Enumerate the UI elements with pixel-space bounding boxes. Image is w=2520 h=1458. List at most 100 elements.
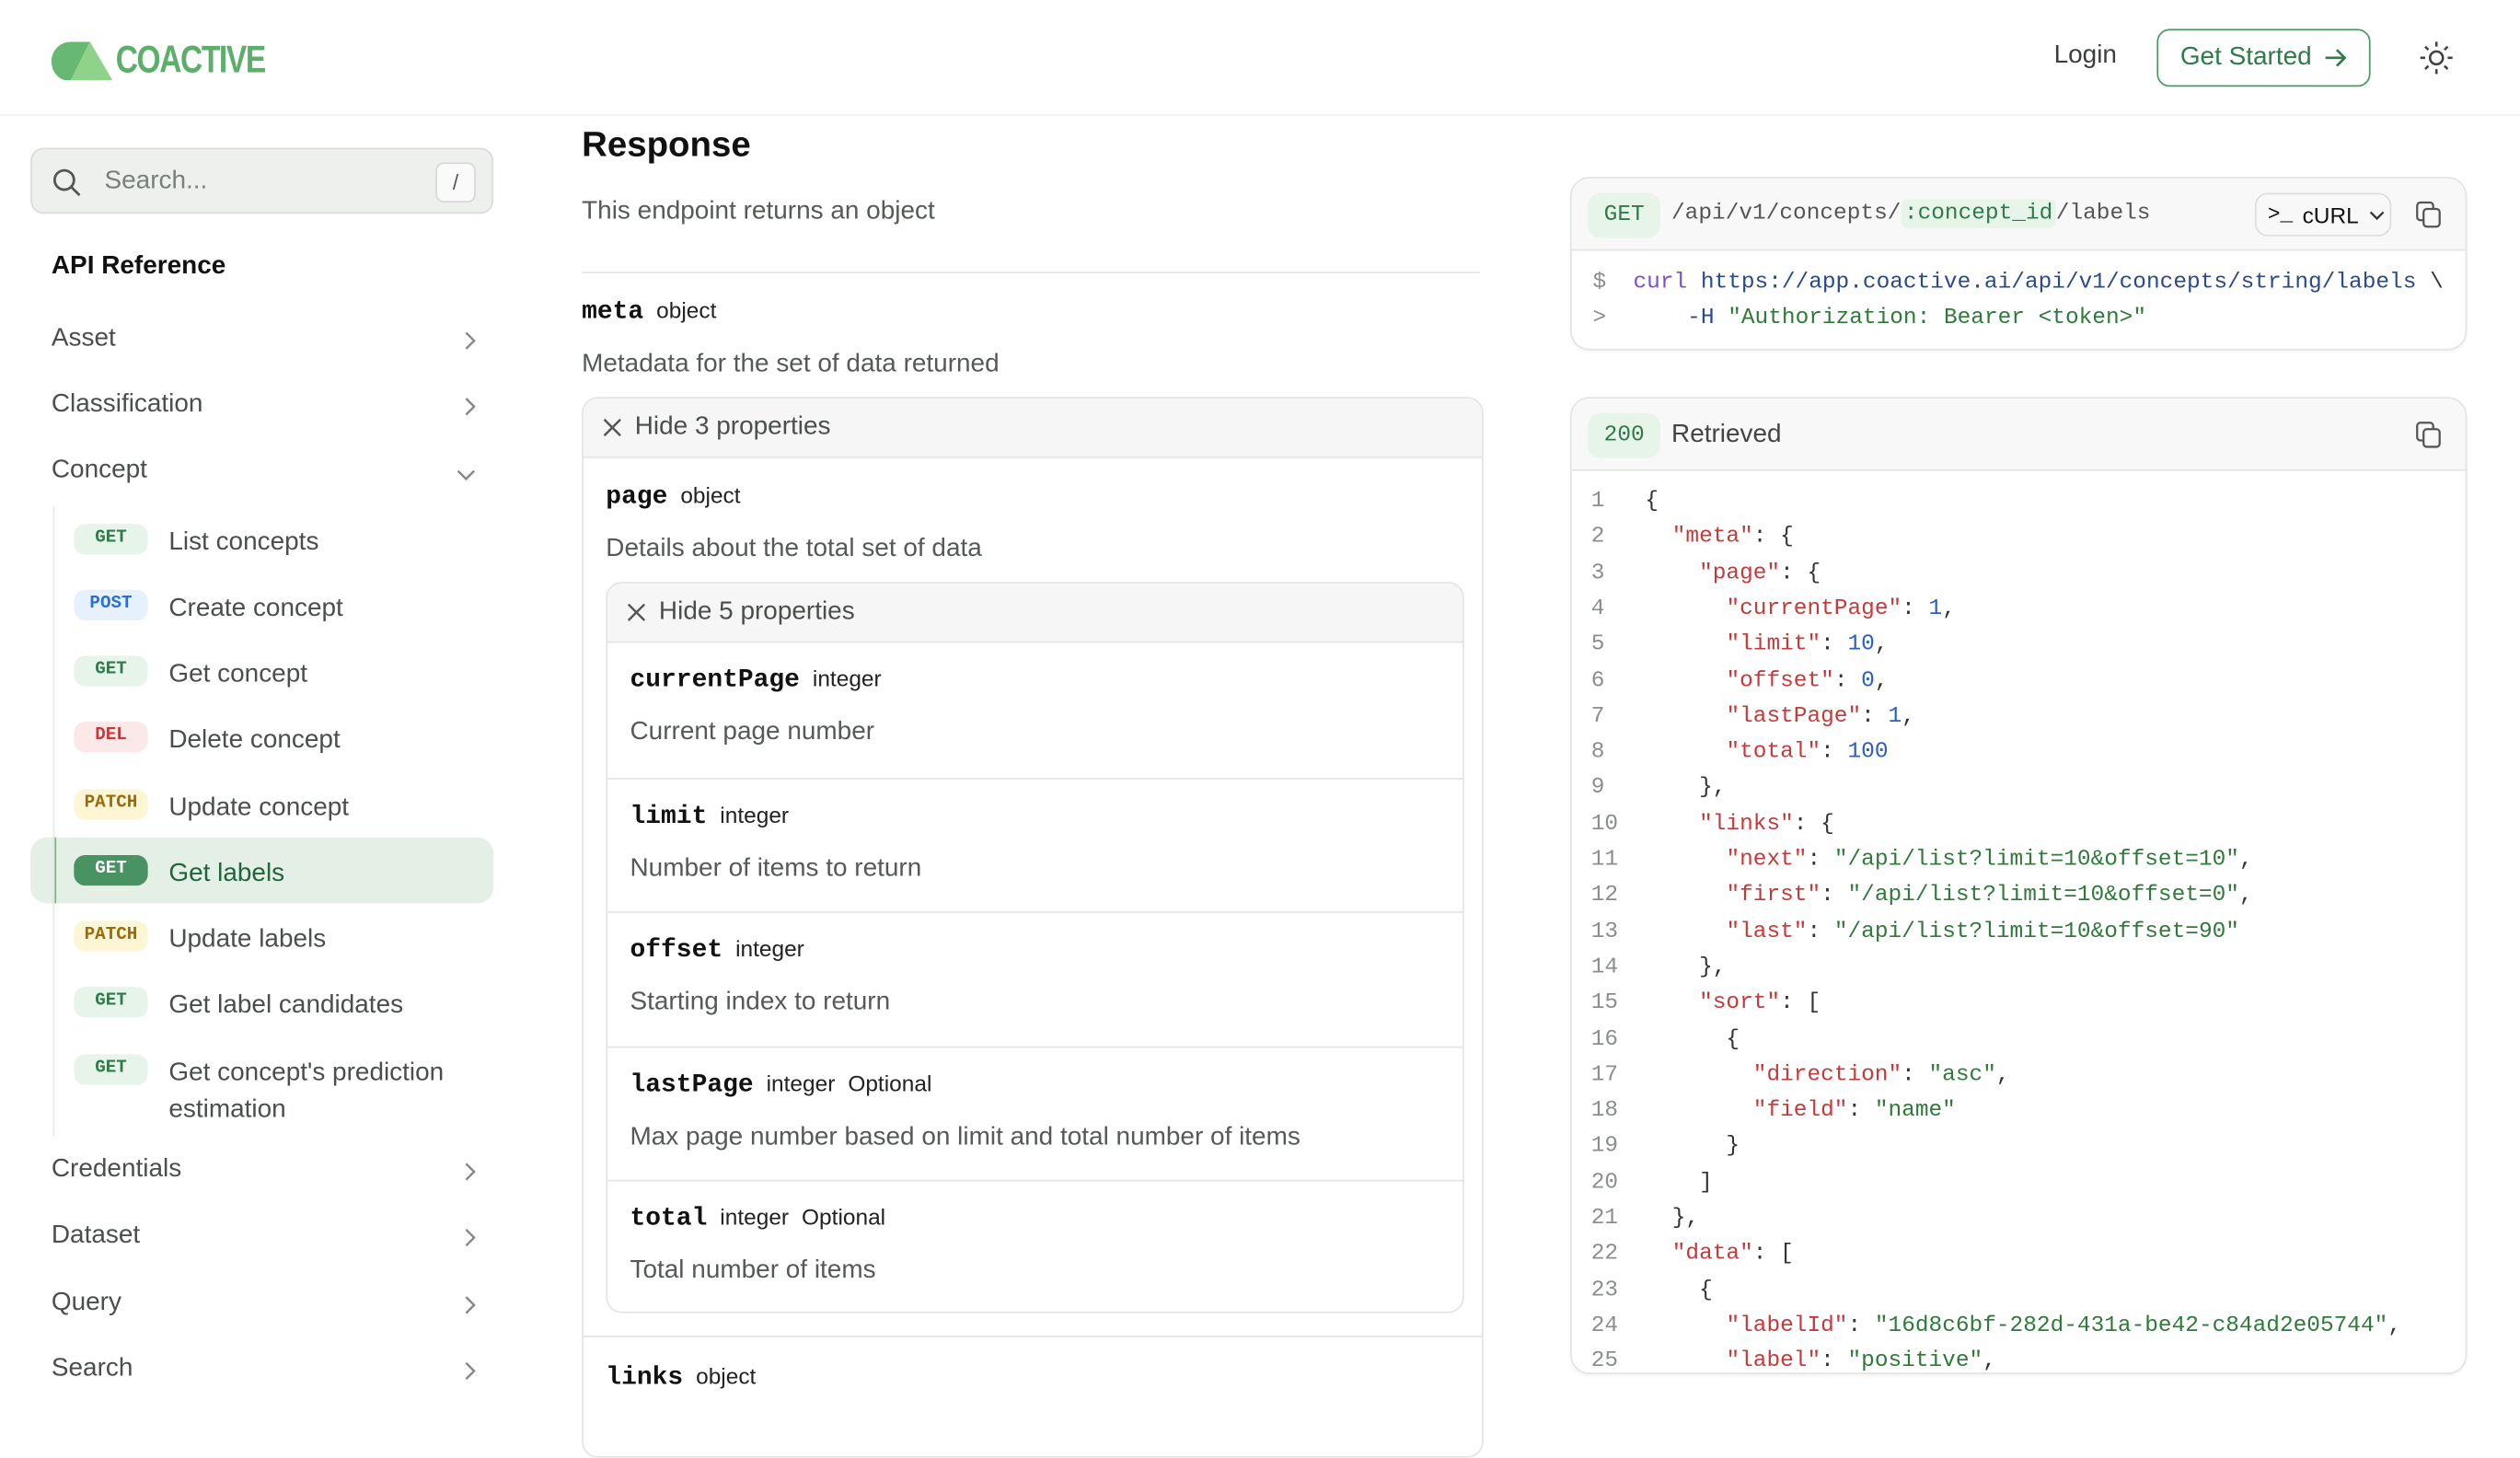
sidebar-item-label: Create concept (168, 595, 343, 622)
line-continuation: \ (2430, 270, 2444, 296)
response-json-code: 1 {2 "meta": {3 "page": {4 "currentPage"… (1572, 484, 2466, 1374)
sidebar-item-concept-endpoint[interactable]: GET List concepts (30, 506, 493, 573)
sidebar-item-concept-endpoint[interactable]: PATCH Update concept (30, 771, 493, 838)
sidebar-item-concept-endpoint[interactable]: POST Create concept (30, 573, 493, 639)
code-line: 14 }, (1591, 950, 1727, 986)
code-token: 0 (1861, 667, 1875, 694)
toggle-label: Hide 5 properties (658, 597, 855, 626)
prompt-symbol: $ (1592, 270, 1607, 296)
curl-url: https://app.coactive.ai/api/v1/concepts/… (1700, 270, 2417, 296)
field-name: total (630, 1203, 708, 1233)
code-line: 4 "currentPage": 1, (1591, 591, 1956, 627)
search-shortcut-key: / (435, 162, 476, 203)
logo-mark-icon (51, 41, 113, 81)
code-token (1645, 1348, 1726, 1372)
page-properties-panel: Hide 5 properties currentPage integer Curr… (606, 582, 1464, 1313)
code-token: "page" (1699, 560, 1781, 586)
chevron-down-icon (2369, 210, 2384, 220)
field-optional-tag: Optional (848, 1070, 932, 1096)
line-number: 13 (1590, 919, 1646, 945)
code-token: }, (1645, 955, 1727, 980)
sidebar-item-concept-endpoint[interactable]: GET Get label candidates (30, 969, 493, 1036)
code-token: : (1821, 739, 1848, 766)
chevron-right-icon (463, 1161, 476, 1189)
code-token (1645, 919, 1726, 944)
code-token: "currentPage" (1726, 596, 1902, 622)
sidebar-item-credentials[interactable]: Credentials (52, 1155, 485, 1184)
search-placeholder: Search... (104, 167, 208, 195)
code-line: 19 } (1591, 1128, 1740, 1164)
get-started-button[interactable]: Get Started (2156, 29, 2371, 87)
field-page-heading: page object (606, 482, 740, 511)
field-optional-tag: Optional (802, 1203, 886, 1230)
field-type: object (656, 297, 717, 323)
field-type: integer (720, 801, 790, 827)
line-number: 25 (1590, 1348, 1646, 1374)
sidebar-item-concept-endpoint[interactable]: PATCH Update labels (30, 903, 493, 969)
code-line: 1 { (1591, 484, 1659, 520)
code-token: "positive" (1847, 1348, 1983, 1374)
code-token: : (1902, 596, 1929, 622)
code-token: : (1821, 1348, 1848, 1374)
code-token: : { (1780, 560, 1821, 586)
sidebar-item-search[interactable]: Search (52, 1355, 485, 1383)
code-token: , (1982, 1348, 1996, 1374)
code-line: 11 "next": "/api/list?limit=10&offset=10… (1591, 842, 2253, 878)
code-token: 10 (1847, 631, 1875, 658)
field-type: object (680, 481, 741, 508)
field-currentPage: currentPage integer Current page number (607, 642, 1462, 778)
sidebar-item-label: Get concept (168, 660, 308, 688)
sidebar-item-concept[interactable]: Concept (52, 457, 485, 485)
sidebar-item-concept-endpoint[interactable]: GET Get concept's prediction estimation (30, 1036, 493, 1136)
method-badge: GET (74, 854, 148, 886)
code-line: 7 "lastPage": 1, (1591, 699, 1915, 735)
sidebar-item-label: Update labels (168, 925, 327, 954)
sidebar-item-label: List concepts (168, 528, 319, 557)
code-token: : (1821, 631, 1848, 658)
sidebar-item-label: Query (51, 1289, 121, 1317)
code-token: "asc" (1928, 1061, 1996, 1088)
status-text: Retrieved (1671, 421, 1782, 449)
sidebar-item-query[interactable]: Query (52, 1289, 485, 1317)
search-input[interactable]: Search... / (30, 147, 494, 214)
terminal-icon: >_ (2267, 202, 2294, 227)
sidebar-item-concept-endpoint[interactable]: DEL Delete concept (30, 704, 493, 770)
code-line: 17 "direction": "asc", (1591, 1058, 2010, 1094)
sidebar-item-concept-endpoint[interactable]: GET Get labels (30, 837, 494, 904)
line-number: 14 (1590, 955, 1646, 980)
sidebar-item-label: Delete concept (168, 726, 341, 754)
hide-meta-properties-toggle[interactable]: Hide 3 properties (583, 399, 1482, 458)
chevron-right-icon (463, 1294, 476, 1323)
line-number: 5 (1590, 631, 1646, 658)
sidebar-item-classification[interactable]: Classification (52, 390, 485, 419)
coactive-logo[interactable]: COACTIVE (51, 39, 302, 84)
login-link[interactable]: Login (2053, 41, 2117, 70)
line-number: 21 (1590, 1205, 1646, 1232)
sidebar-item-label: Get labels (168, 860, 285, 887)
line-number: 23 (1590, 1277, 1646, 1303)
code-token: , (1874, 667, 1889, 694)
line-number: 8 (1590, 739, 1646, 766)
line-number: 22 (1590, 1241, 1646, 1267)
field-name: currentPage (630, 665, 800, 695)
sidebar-item-concept-endpoint[interactable]: GET Get concept (30, 638, 493, 704)
theme-toggle-sun-icon[interactable] (2419, 40, 2454, 75)
get-started-label: Get Started (2179, 43, 2312, 71)
code-token: "field" (1752, 1097, 1848, 1124)
top-header: COACTIVE Login Get Started (0, 0, 2520, 116)
sidebar-item-asset[interactable]: Asset (52, 325, 485, 353)
path-suffix: /labels (2055, 201, 2151, 227)
code-token: 100 (1847, 739, 1889, 766)
line-number: 16 (1590, 1025, 1646, 1052)
line-number: 3 (1590, 560, 1646, 586)
code-token (1645, 668, 1726, 694)
copy-icon[interactable] (2415, 421, 2441, 448)
chevron-right-icon (463, 330, 476, 358)
language-selector[interactable]: >_ cURL (2254, 192, 2392, 237)
hide-page-properties-toggle[interactable]: Hide 5 properties (607, 583, 1463, 643)
path-prefix: /api/v1/concepts/ (1671, 201, 1902, 227)
code-line: 16 { (1591, 1022, 1740, 1058)
copy-icon[interactable] (2415, 201, 2441, 228)
meta-properties-panel: Hide 3 properties page object Details abo… (582, 397, 1484, 1458)
sidebar-item-dataset[interactable]: Dataset (52, 1221, 485, 1250)
